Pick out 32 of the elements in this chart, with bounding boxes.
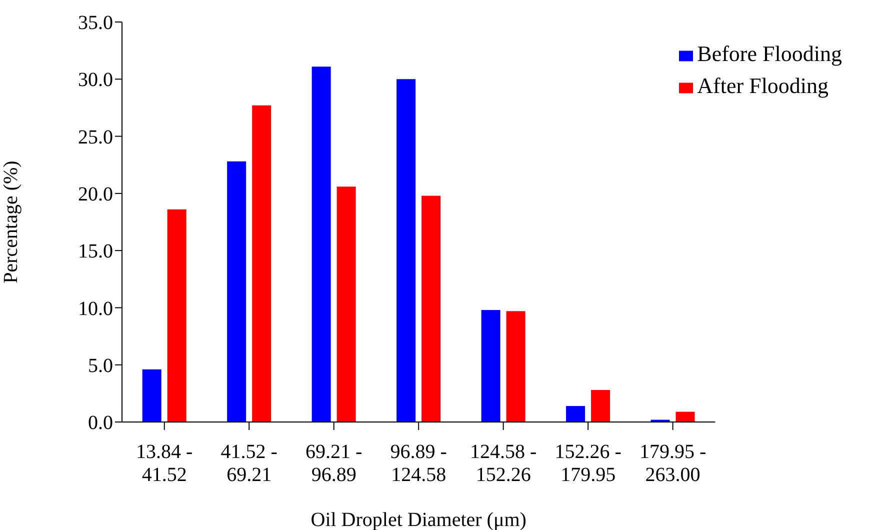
y-tick-label: 10.0 [78,298,113,320]
bar [396,79,416,422]
bar [481,310,500,422]
y-tick-label: 5.0 [88,354,113,377]
bar [252,105,272,422]
y-tick-label: 30.0 [78,69,113,92]
bar [142,369,162,422]
bar [312,66,331,422]
legend-label: Before Flooding [697,41,842,66]
y-tick-label: 25.0 [78,126,113,148]
x-tick-label: 124.58 - 152.26 [470,441,537,486]
bar [591,390,610,422]
x-tick-label: 69.21 - 96.89 [306,441,362,486]
x-tick-label: 41.52 - 69.21 [220,441,278,486]
y-tick-label: 0.0 [88,412,113,434]
legend-label: After Flooding [697,73,829,98]
y-tick-label: 15.0 [78,240,113,263]
bar [336,186,356,422]
bar [227,161,246,422]
y-tick-label: 20.0 [78,184,113,206]
bar [422,196,441,422]
x-tick-label: 96.89 - 124.58 [390,441,447,486]
bar [676,412,695,422]
x-tick-label: 13.84 - 41.52 [136,441,193,486]
y-axis-title: Percentage (%) [0,160,22,284]
x-tick-label: 179.95 - 263.00 [639,441,706,486]
x-axis-title: Oil Droplet Diameter (μm) [310,509,526,530]
bar [506,311,526,422]
x-tick-label: 152.26 - 179.95 [554,441,622,486]
bar [167,209,186,422]
bar [566,406,586,422]
y-tick-label: 35.0 [78,12,113,34]
